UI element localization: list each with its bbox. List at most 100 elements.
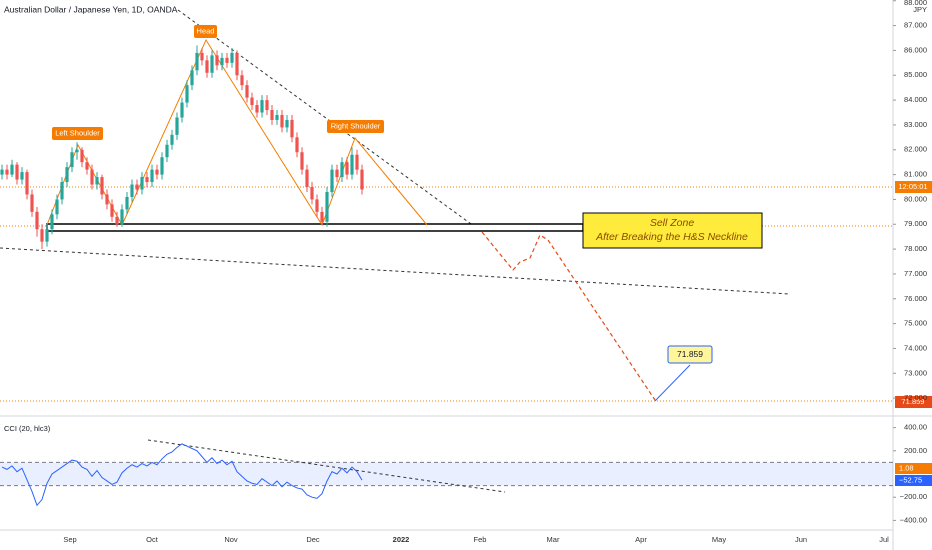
y-tick-label: −200.00 xyxy=(900,492,927,501)
annotation: Right Shoulder xyxy=(331,121,381,130)
y-tick-label: 87.000 xyxy=(904,21,927,30)
candle-body xyxy=(140,177,144,190)
indicator-name: CCI (20, hlc3) xyxy=(4,424,51,433)
candle-body xyxy=(330,169,334,192)
candle-body xyxy=(225,57,229,63)
candle-body xyxy=(35,211,39,230)
x-tick-label: May xyxy=(712,535,726,544)
y-tick-label: 81.000 xyxy=(904,170,927,179)
x-tick-label: Jun xyxy=(795,535,807,544)
candle-body xyxy=(75,149,79,153)
x-tick-label: Oct xyxy=(146,535,159,544)
y-tick-label: 88.000 xyxy=(904,0,927,7)
candle-body xyxy=(155,169,159,175)
candle-body xyxy=(205,60,209,73)
candle-body xyxy=(125,196,129,210)
cci-line xyxy=(1,443,363,507)
candle-body xyxy=(45,229,49,242)
axis-label: 71.859 xyxy=(902,397,925,406)
candle-body xyxy=(5,169,9,175)
candle-body xyxy=(240,75,244,86)
axis-badge xyxy=(895,475,932,486)
y-tick-label: 73.000 xyxy=(904,368,927,377)
candle-body xyxy=(350,154,354,175)
candle-body xyxy=(315,199,319,212)
candle-body xyxy=(190,70,194,86)
candle-body xyxy=(335,169,339,178)
y-tick-label: 76.000 xyxy=(904,294,927,303)
target-box xyxy=(667,345,713,364)
candle-body xyxy=(70,152,74,168)
candle-body xyxy=(55,199,59,215)
candle-body xyxy=(270,110,274,120)
candle-body xyxy=(170,134,174,145)
candle-body xyxy=(100,177,104,195)
candle-body xyxy=(65,167,69,183)
candle-body xyxy=(150,169,154,183)
axis-badge xyxy=(895,396,932,408)
candle-body xyxy=(200,52,204,61)
candle-body xyxy=(95,177,99,185)
candle-body xyxy=(160,157,164,175)
candle-body xyxy=(210,55,214,73)
candle-body xyxy=(60,182,64,200)
candle-body xyxy=(50,214,54,230)
candle-body xyxy=(250,97,254,106)
label-box xyxy=(52,127,103,140)
label-box xyxy=(327,120,384,133)
candle-body xyxy=(180,102,184,118)
x-tick-label: Sep xyxy=(63,535,76,544)
candle-body xyxy=(30,194,34,212)
y-tick-label: 85.000 xyxy=(904,70,927,79)
axis-label: −52.75 xyxy=(899,475,922,484)
axis-label: 1.08 xyxy=(899,463,914,472)
axis-badge xyxy=(895,463,932,474)
candle-body xyxy=(305,169,309,188)
candle-body xyxy=(120,209,124,225)
candle-body xyxy=(185,85,189,103)
annotation: After Breaking the H&S Neckline xyxy=(595,231,748,243)
candle-body xyxy=(220,57,224,66)
y-tick-label: 200.00 xyxy=(904,446,927,455)
y-tick-label: 72.000 xyxy=(904,393,927,402)
candle-body xyxy=(80,149,84,163)
candle-body xyxy=(260,100,264,113)
candle-body xyxy=(110,204,114,217)
y-tick-label: 82.000 xyxy=(904,145,927,154)
candle-body xyxy=(235,52,239,76)
candle-body xyxy=(135,184,139,190)
y-tick-label: 84.000 xyxy=(904,95,927,104)
y-tick-label: 75.000 xyxy=(904,319,927,328)
y-tick-label: 74.000 xyxy=(904,343,927,352)
x-tick-label: Dec xyxy=(306,535,320,544)
candle-body xyxy=(15,164,19,180)
candle-body xyxy=(230,52,234,63)
candle-body xyxy=(165,144,169,158)
countdown-label: 12:05:01 xyxy=(898,182,927,191)
candle-body xyxy=(245,85,249,98)
annotation: Head xyxy=(197,26,215,35)
projection-path xyxy=(481,231,656,401)
candle-body xyxy=(90,169,94,185)
candle-body xyxy=(275,114,279,120)
candle-body xyxy=(310,187,314,200)
candle-body xyxy=(195,52,199,71)
candle-body xyxy=(345,162,349,175)
x-tick-label: 2022 xyxy=(393,535,410,544)
candle-body xyxy=(175,117,179,135)
candle-body xyxy=(105,194,109,205)
candle-body xyxy=(85,162,89,170)
y-tick-label: 80.000 xyxy=(904,194,927,203)
candle-body xyxy=(340,162,344,178)
candle-body xyxy=(215,55,219,66)
candle-body xyxy=(360,169,364,190)
candle-body xyxy=(0,169,4,175)
label-box xyxy=(194,25,217,38)
y-tick-label: 86.000 xyxy=(904,45,927,54)
annotation: Sell Zone xyxy=(650,217,695,229)
x-tick-label: Feb xyxy=(474,535,487,544)
axis-badge xyxy=(895,181,932,193)
cci-band xyxy=(0,462,893,486)
